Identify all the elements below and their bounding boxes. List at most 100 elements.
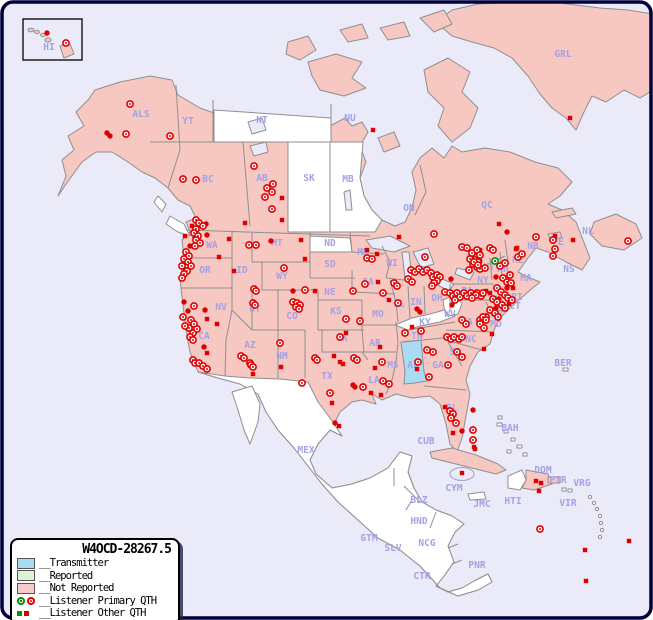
listener-primary-qth-marker bbox=[359, 383, 367, 391]
listener-primary-qth-marker bbox=[250, 162, 258, 170]
legend-swatch bbox=[17, 557, 35, 569]
region-label-grl: GRL bbox=[554, 49, 571, 60]
cayman-highlight-ellipse bbox=[449, 467, 475, 481]
region-label-nc: NC bbox=[465, 334, 477, 345]
region-label-mo: MO bbox=[372, 309, 384, 320]
arctic-island bbox=[339, 23, 369, 43]
region-label-ns: NS bbox=[563, 264, 575, 275]
region-label-nm: NM bbox=[276, 351, 288, 362]
landmass bbox=[57, 2, 651, 597]
region-label-cym: CYM bbox=[445, 483, 462, 494]
region-label-nv: NV bbox=[215, 302, 227, 313]
listener-other-qth-marker bbox=[336, 423, 342, 429]
listener-primary-qth-marker bbox=[452, 419, 460, 427]
state-borders bbox=[150, 84, 509, 565]
region-label-nt: NT bbox=[256, 115, 268, 126]
legend-item-label: __Transmitter bbox=[39, 557, 109, 570]
listener-marker-dot bbox=[268, 238, 274, 244]
listener-primary-qth-marker bbox=[421, 253, 429, 261]
anticosti-island bbox=[551, 207, 577, 219]
listener-primary-qth-marker bbox=[122, 130, 130, 138]
region-label-bah: BAH bbox=[501, 423, 518, 434]
region-label-ptr: PTR bbox=[549, 475, 566, 486]
region-label-tn: TN bbox=[411, 331, 423, 342]
listener-marker-dot bbox=[504, 229, 510, 235]
listener-other-qth-marker bbox=[226, 236, 232, 242]
legend-item: __Listener Other QTH bbox=[17, 607, 173, 620]
region-label-ne: NE bbox=[324, 287, 336, 298]
listener-marker-dot bbox=[202, 307, 208, 313]
region-label-cub: CUB bbox=[417, 436, 434, 447]
region-label-hi: HI bbox=[43, 42, 54, 53]
listener-other-qth-marker bbox=[340, 361, 346, 367]
listener-marker-dot bbox=[185, 308, 191, 314]
listener-primary-qth-marker bbox=[507, 279, 515, 287]
listener-other-qth-marker bbox=[386, 297, 392, 303]
listener-primary-qth-marker bbox=[280, 264, 288, 272]
region-label-nh: NH bbox=[497, 264, 509, 275]
listener-primary-qth-marker bbox=[501, 259, 509, 267]
ring-green-icon bbox=[17, 596, 25, 605]
region-label-ms: MS bbox=[387, 360, 399, 371]
banks-island bbox=[285, 35, 317, 61]
region-label-pe: PE bbox=[552, 237, 564, 248]
region-label-mb: MB bbox=[342, 174, 354, 185]
listener-marker-dot bbox=[181, 299, 187, 305]
victoria-island bbox=[307, 53, 367, 97]
region-label-pnr: PNR bbox=[468, 560, 485, 571]
legend-marker-icons bbox=[17, 610, 35, 616]
listener-primary-qth-marker bbox=[508, 296, 516, 304]
listener-other-qth-marker bbox=[182, 233, 188, 239]
listener-primary-qth-marker bbox=[263, 184, 271, 192]
listener-primary-qth-marker bbox=[326, 389, 334, 397]
listener-marker-dot bbox=[504, 285, 510, 291]
region-label-ar: AR bbox=[369, 338, 381, 349]
listener-other-qth-marker bbox=[372, 365, 378, 371]
listener-primary-qth-marker bbox=[480, 324, 488, 332]
region-label-tx: TX bbox=[321, 371, 333, 382]
listener-primary-qth-marker bbox=[430, 230, 438, 238]
listener-primary-qth-marker bbox=[518, 250, 526, 258]
listener-primary-qth-marker bbox=[203, 365, 211, 373]
listener-primary-qth-marker bbox=[468, 294, 476, 302]
listener-primary-qth-marker bbox=[190, 302, 198, 310]
listener-other-qth-marker bbox=[409, 324, 415, 330]
region-label-hti: HTI bbox=[504, 496, 521, 507]
bermuda-island bbox=[562, 367, 569, 372]
legend-item: __Transmitter bbox=[17, 557, 173, 570]
listener-primary-qth-marker bbox=[551, 245, 559, 253]
listener-primary-qth-marker bbox=[62, 39, 70, 47]
legend-item-label: __Listener Primary QTH bbox=[39, 594, 157, 607]
region-label-sd: SD bbox=[324, 259, 336, 270]
listener-primary-qth-marker bbox=[447, 414, 455, 422]
region-label-ctr: CTR bbox=[413, 571, 430, 582]
listener-primary-qth-marker bbox=[353, 356, 361, 364]
listener-other-qth-marker bbox=[337, 359, 343, 365]
region-label-wi: WI bbox=[386, 258, 397, 269]
listener-primary-qth-marker bbox=[252, 287, 260, 295]
region-label-oh: OH bbox=[431, 293, 443, 304]
region-label-ks: KS bbox=[330, 306, 342, 317]
listener-other-qth-marker bbox=[364, 247, 370, 253]
listener-primary-qth-marker bbox=[489, 246, 497, 254]
listener-marker-dot bbox=[449, 302, 455, 308]
listener-primary-qth-marker bbox=[379, 377, 387, 385]
region-label-in: IN bbox=[410, 297, 422, 308]
listener-other-qth-marker bbox=[377, 344, 383, 350]
sq-red-icon bbox=[24, 610, 29, 616]
lake-superior bbox=[365, 235, 411, 253]
listener-primary-qth-marker bbox=[462, 320, 470, 328]
arctic-island bbox=[379, 21, 411, 41]
listener-other-qth-marker bbox=[489, 331, 495, 337]
listener-primary-qth-marker bbox=[494, 313, 502, 321]
listener-other-qth-marker bbox=[216, 254, 222, 260]
listener-primary-qth-marker bbox=[245, 241, 253, 249]
region-label-bc: BC bbox=[202, 174, 214, 185]
listener-primary-qth-marker bbox=[501, 304, 509, 312]
listener-primary-qth-marker bbox=[269, 180, 277, 188]
listener-primary-qth-marker bbox=[624, 237, 632, 245]
listener-other-qth-marker bbox=[231, 268, 237, 274]
region-label-mex: MEX bbox=[297, 445, 314, 456]
listener-primary-qth-marker bbox=[179, 175, 187, 183]
region-label-blz: BLZ bbox=[410, 495, 427, 506]
